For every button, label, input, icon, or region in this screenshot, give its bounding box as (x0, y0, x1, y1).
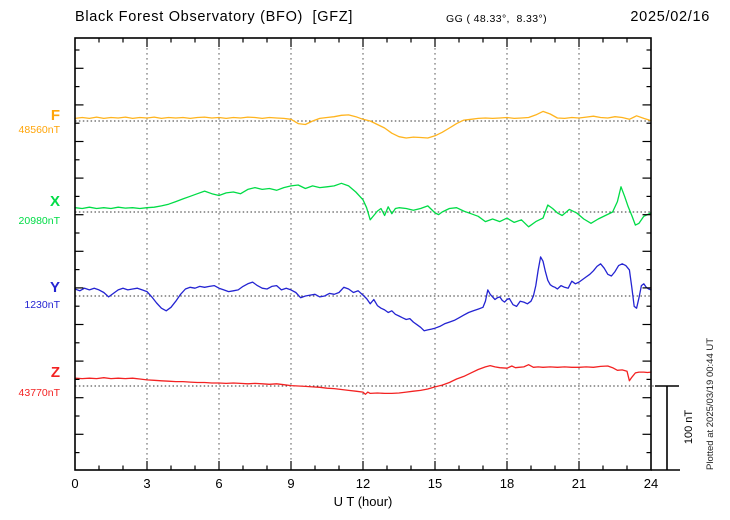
scale-bar-label: 100 nT (683, 409, 695, 445)
curve-X (74, 182, 652, 228)
x-tick-6: 6 (215, 476, 223, 491)
series-label-y: Y (49, 279, 60, 296)
series-value-z: 43770nT (18, 387, 60, 399)
series-value-x: 20980nT (18, 215, 60, 227)
series-value-y: 1230nT (24, 299, 60, 311)
x-tick-18: 18 (499, 476, 515, 491)
series-value-f: 48560nT (18, 124, 60, 136)
page-title: Black Forest Observatory (BFO) [GFZ] (75, 9, 354, 25)
x-tick-0: 0 (71, 476, 79, 491)
x-tick-15: 15 (427, 476, 443, 491)
series-label-z: Z (50, 364, 60, 381)
plot-date: 2025/02/16 (630, 9, 710, 25)
curve-Y (74, 256, 652, 332)
series-label-x: X (49, 193, 60, 210)
x-axis-label: U T (hour) (333, 494, 393, 509)
plot-frame (74, 37, 652, 471)
x-tick-12: 12 (355, 476, 371, 491)
curve-F (74, 110, 652, 139)
curve-Z (74, 364, 652, 395)
station-coordinates: GG ( 48.33°, 8.33°) (446, 13, 548, 25)
series-label-f: F (50, 107, 60, 124)
x-tick-24: 24 (643, 476, 659, 491)
x-tick-21: 21 (571, 476, 587, 491)
x-tick-3: 3 (143, 476, 151, 491)
x-tick-9: 9 (287, 476, 295, 491)
plotted-at-note: Plotted at 2025/03/19 00:44 UT (705, 337, 716, 470)
